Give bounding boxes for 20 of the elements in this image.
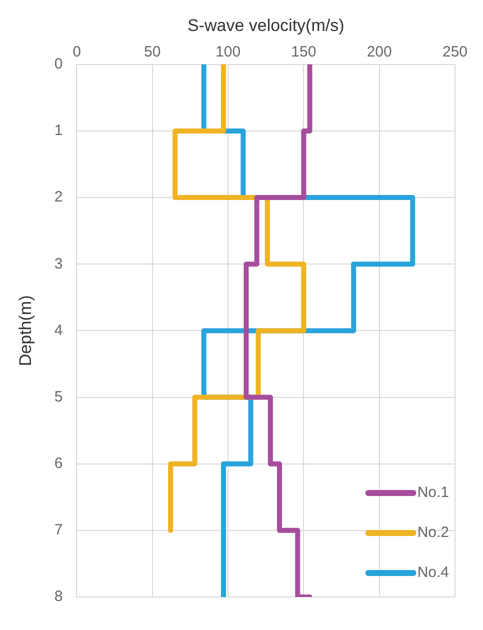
x-tick-label: 100	[216, 44, 241, 61]
x-tick-label: 150	[291, 44, 316, 61]
x-tick-label: 0	[72, 44, 81, 61]
y-tick-label: 8	[54, 588, 63, 606]
x-tick-label: 50	[144, 44, 161, 61]
y-tick-label: 1	[54, 122, 63, 140]
y-tick-label: 5	[54, 388, 63, 406]
x-axis-title: S-wave velocity(m/s)	[187, 16, 344, 35]
y-axis-title: Depth(m)	[16, 295, 35, 366]
legend-label: No.1	[417, 484, 450, 502]
y-tick-label: 2	[54, 188, 63, 206]
y-tick-label: 0	[54, 56, 63, 73]
y-tick-label: 7	[54, 522, 63, 539]
x-tick-label: 200	[366, 44, 392, 61]
y-tick-label: 6	[54, 454, 63, 472]
x-tick-label: 250	[442, 44, 468, 61]
y-tick-label: 4	[54, 322, 63, 339]
y-tick-label: 3	[54, 255, 63, 272]
legend-label: No.4	[417, 564, 450, 582]
legend-label: No.2	[417, 524, 450, 542]
